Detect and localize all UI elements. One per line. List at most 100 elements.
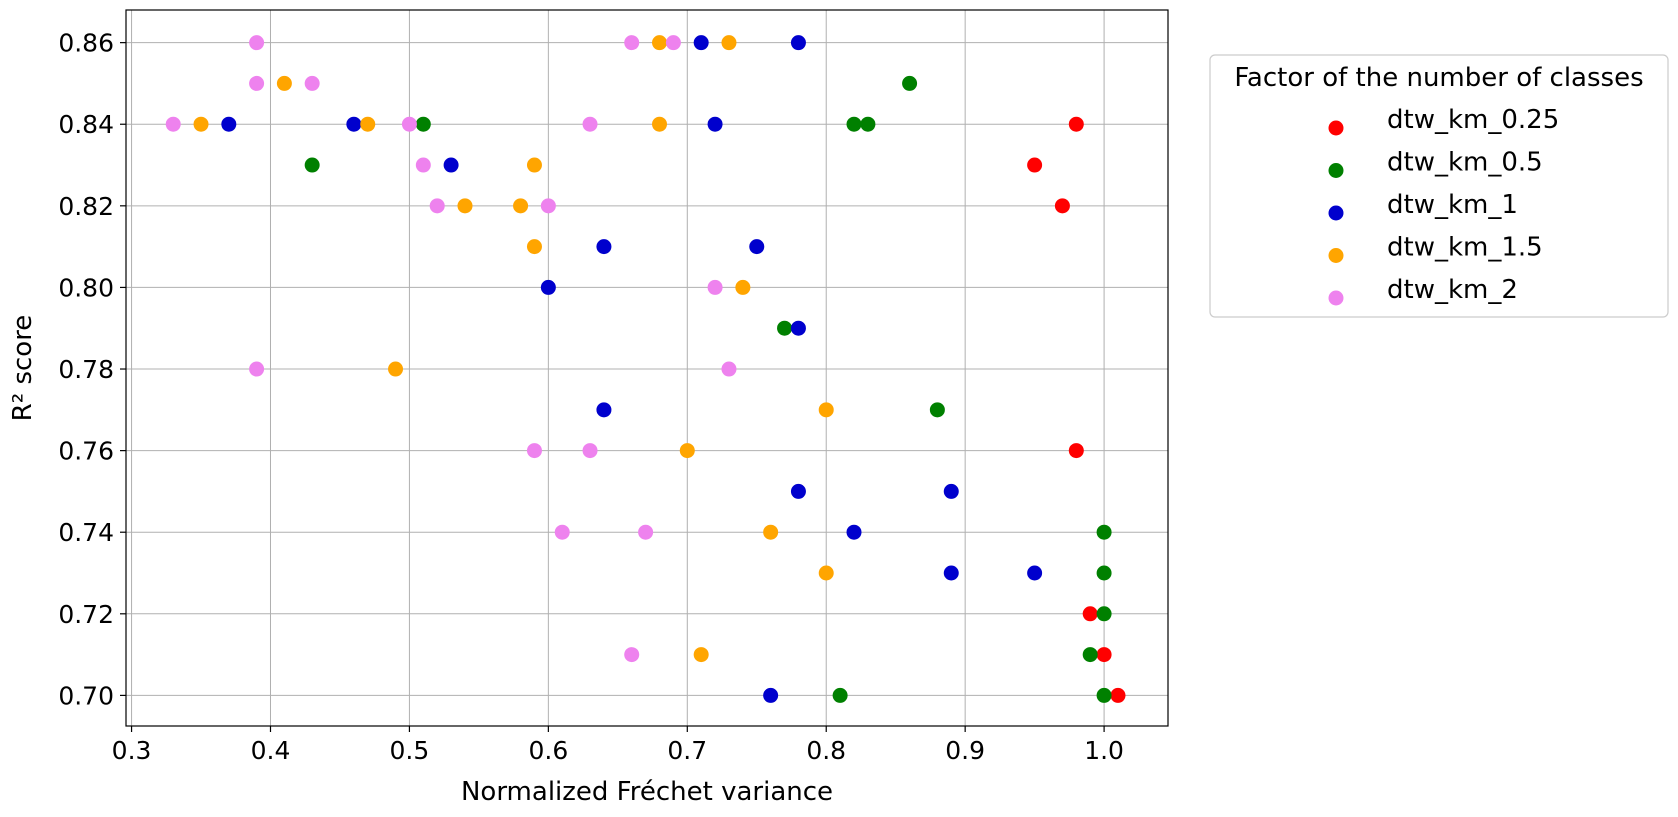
legend-label: dtw_km_0.25 [1387,105,1559,135]
legend-marker [1328,205,1344,221]
data-point [249,361,265,377]
data-point [415,157,431,173]
data-point [276,75,292,91]
data-point [415,116,431,132]
data-point [860,116,876,132]
grid-lines [126,10,1168,726]
data-point [1027,157,1043,173]
data-point [249,75,265,91]
data-point [1027,565,1043,581]
y-tick-label: 0.74 [58,518,114,547]
data-point [638,524,654,540]
data-point [1096,647,1112,663]
data-point [943,483,959,499]
data-point [401,116,417,132]
data-point [707,116,723,132]
legend-marker [1328,248,1344,263]
data-point [749,239,765,255]
data-point [790,483,806,499]
y-tick-label: 0.84 [58,110,114,139]
x-tick-label: 0.3 [112,736,152,765]
data-point [1082,647,1098,663]
data-point [165,116,181,132]
data-point [818,402,834,418]
y-tick-label: 0.78 [58,355,114,384]
data-point [707,279,723,295]
axis-ticks: 0.3 0.4 0.5 0.6 0.7 0.8 0.9 1.0 0.70 0.72 0.74 0.76… [58,29,1124,765]
data-point [1082,606,1098,622]
data-point [1068,443,1084,459]
y-tick-label: 0.86 [58,29,114,58]
data-point [846,524,862,540]
data-point [540,279,556,295]
data-point [304,157,320,173]
plot-frame [125,9,1169,727]
legend-label: dtw_km_2 [1387,275,1518,305]
x-axis-label: Normalized Fréchet variance [461,777,833,807]
x-tick-label: 0.4 [251,736,291,765]
data-point [193,116,209,132]
data-point [513,198,529,214]
data-point [304,75,320,91]
data-point [1110,687,1126,703]
data-point [1096,524,1112,540]
data-point [221,116,237,132]
data-point [1096,606,1112,622]
x-tick-label: 0.7 [667,736,707,765]
data-point [582,116,598,132]
data-point [1068,116,1084,132]
data-point [721,361,737,377]
data-point [596,402,612,418]
data-point [360,116,376,132]
legend-entries: dtw_km_0.25 dtw_km_0.5 dtw_km_1 dtw_km_1.5d… [1328,105,1559,306]
data-point [832,687,848,703]
data-point [665,35,681,51]
x-tick-label: 0.5 [390,736,430,765]
data-point [346,116,362,132]
y-axis-label: R² score [8,315,38,422]
data-point [763,524,779,540]
data-point [763,687,779,703]
data-point [652,116,668,132]
data-point [735,279,751,295]
data-point [1096,565,1112,581]
data-point [790,320,806,336]
data-point [526,443,542,459]
data-point [818,565,834,581]
data-point [902,75,918,91]
legend-frame [1209,54,1669,318]
data-point [790,35,806,51]
legend-title: Factor of the number of classes [1234,63,1643,93]
y-tick-label: 0.70 [58,681,114,710]
legend-label: dtw_km_0.5 [1387,148,1543,178]
legend-marker [1328,290,1344,306]
legend-marker [1328,120,1344,136]
y-tick-label: 0.76 [58,437,114,466]
data-point [679,443,695,459]
data-point [526,157,542,173]
data-point [457,198,473,214]
data-point [249,35,265,51]
data-point [540,198,556,214]
data-point [526,239,542,255]
x-tick-label: 0.8 [806,736,846,765]
data-point [1054,198,1070,214]
legend-label: dtw_km_1 [1387,190,1518,220]
data-point [943,565,959,581]
legend: Factor of the number of classes dtw_km_0… [1209,54,1669,318]
data-point [554,524,570,540]
data-point [693,647,709,663]
data-point [429,198,445,214]
x-tick-label: 0.6 [528,736,568,765]
data-point [624,647,640,663]
y-tick-label: 0.72 [58,600,114,629]
data-point [388,361,404,377]
data-point [443,157,459,173]
x-tick-label: 0.9 [945,736,985,765]
x-tick-label: 1.0 [1084,736,1124,765]
data-points [165,35,1126,703]
data-point [652,35,668,51]
data-point [582,443,598,459]
data-point [1096,687,1112,703]
